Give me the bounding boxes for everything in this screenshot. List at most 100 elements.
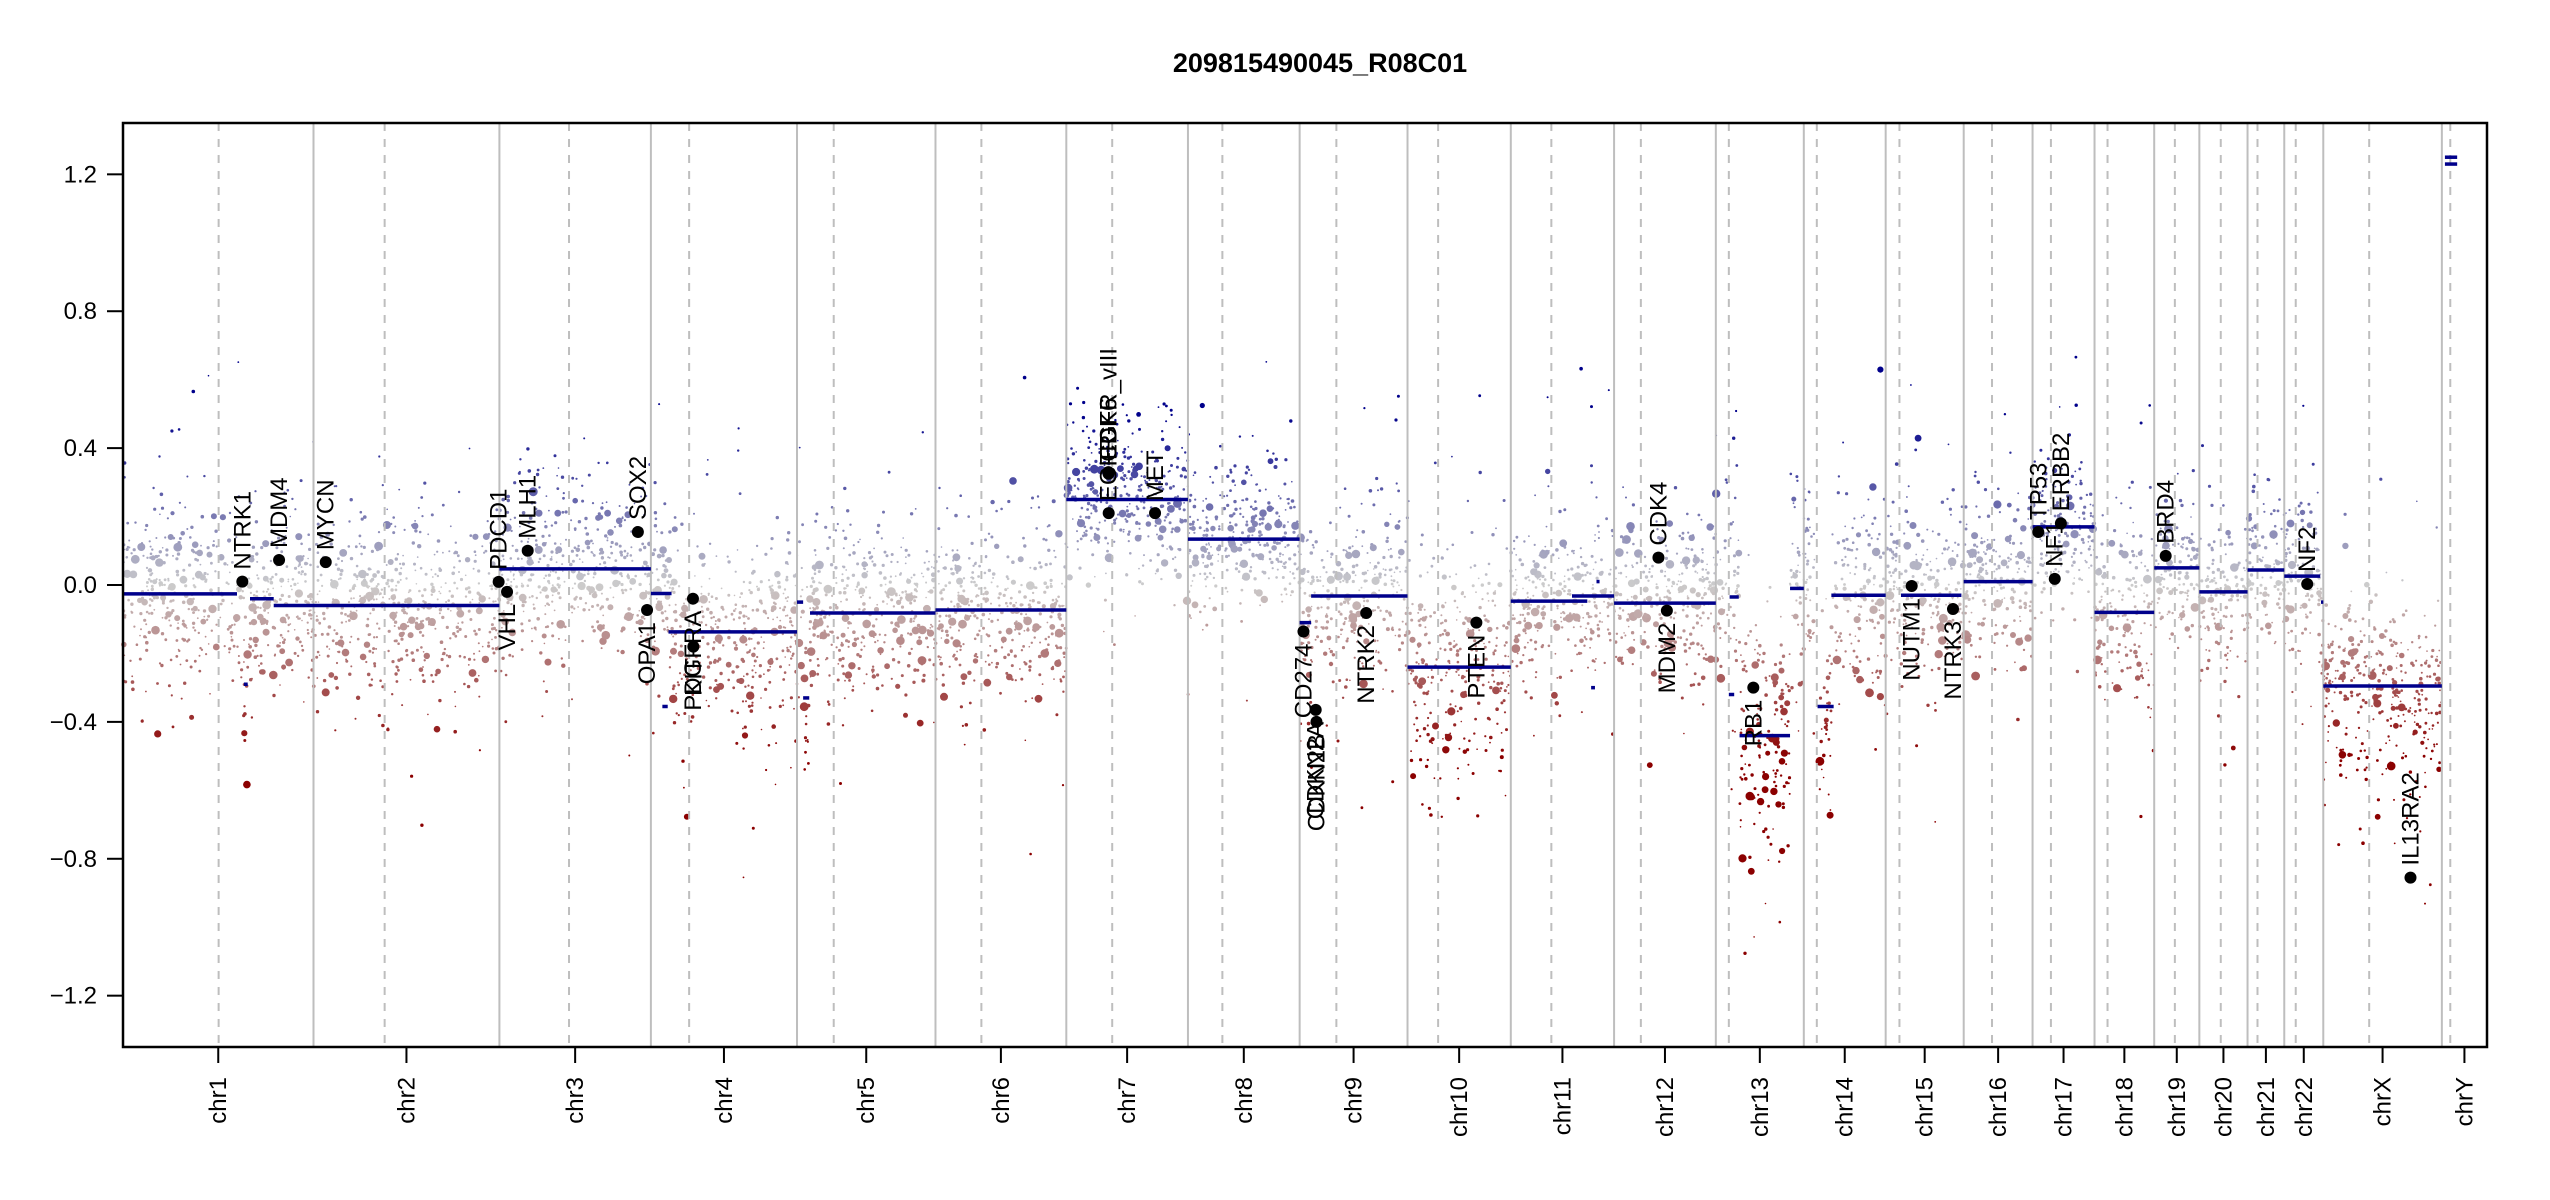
probe-point — [677, 683, 680, 687]
probe-point — [599, 606, 603, 610]
probe-point — [248, 556, 255, 563]
probe-point — [1643, 612, 1647, 617]
probe-point — [1701, 568, 1705, 571]
probe-point — [870, 709, 874, 713]
probe-point — [1076, 386, 1080, 390]
probe-point — [1756, 652, 1759, 655]
probe-point — [359, 595, 362, 597]
probe-point — [330, 579, 339, 589]
probe-point — [1068, 402, 1073, 406]
probe-point — [152, 486, 155, 490]
probe-point — [1369, 544, 1377, 552]
probe-point — [1166, 548, 1168, 550]
probe-point — [554, 521, 558, 525]
probe-point — [1046, 621, 1049, 624]
probe-point — [1348, 546, 1352, 550]
probe-point — [380, 574, 384, 579]
probe-point — [838, 657, 842, 662]
probe-point — [431, 585, 435, 590]
probe-point — [961, 724, 965, 728]
probe-point — [1558, 582, 1563, 586]
probe-point — [402, 554, 404, 557]
probe-point — [478, 674, 480, 677]
probe-point — [181, 600, 186, 605]
probe-point — [1087, 469, 1091, 472]
probe-point — [1790, 686, 1794, 690]
probe-point — [1572, 626, 1575, 629]
probe-point — [705, 699, 708, 702]
probe-point — [950, 600, 953, 603]
probe-point — [541, 715, 544, 718]
probe-point — [905, 556, 907, 558]
probe-point — [604, 534, 608, 538]
probe-point — [1900, 685, 1904, 688]
probe-point — [1827, 738, 1831, 741]
probe-point — [1355, 563, 1359, 567]
probe-point — [1845, 492, 1849, 496]
probe-point — [1106, 493, 1110, 497]
probe-point — [916, 586, 919, 588]
probe-point — [269, 559, 273, 563]
probe-point — [812, 606, 815, 609]
probe-point — [605, 501, 608, 504]
probe-point — [704, 623, 708, 627]
probe-point — [1203, 572, 1207, 576]
probe-point — [458, 571, 460, 573]
probe-point — [940, 546, 943, 548]
probe-point — [1270, 560, 1274, 565]
probe-point — [494, 636, 497, 639]
probe-point — [1349, 610, 1353, 614]
probe-point — [1418, 574, 1422, 578]
probe-point — [1255, 553, 1259, 557]
probe-point — [1378, 589, 1381, 592]
probe-point — [652, 731, 655, 735]
probe-point — [1296, 520, 1299, 523]
probe-point — [1279, 497, 1282, 500]
probe-point — [297, 565, 300, 568]
probe-point — [904, 562, 907, 565]
probe-point — [1076, 540, 1079, 543]
probe-point — [521, 511, 526, 515]
probe-point — [626, 552, 629, 555]
probe-point — [716, 659, 720, 663]
probe-point — [1239, 512, 1242, 516]
probe-point — [1156, 533, 1158, 536]
probe-point — [1044, 563, 1048, 567]
probe-point — [160, 632, 165, 636]
probe-point — [701, 635, 705, 640]
probe-point — [1633, 638, 1636, 641]
probe-point — [716, 683, 718, 686]
probe-point — [451, 571, 456, 576]
probe-point — [1894, 462, 1899, 466]
probe-point — [443, 647, 447, 651]
probe-point — [1522, 628, 1527, 633]
probe-point — [1418, 735, 1422, 738]
probe-point — [1241, 531, 1244, 535]
probe-point — [287, 580, 290, 583]
probe-point — [786, 600, 789, 602]
probe-point — [1088, 481, 1095, 488]
probe-point — [499, 669, 503, 673]
probe-point — [916, 639, 923, 646]
probe-point — [1022, 645, 1025, 648]
probe-point — [1094, 442, 1098, 446]
probe-point — [1865, 578, 1871, 584]
probe-point — [708, 601, 711, 603]
probe-point — [577, 581, 586, 591]
probe-point — [527, 537, 530, 540]
probe-point — [436, 550, 439, 553]
probe-point — [760, 636, 763, 638]
probe-point — [454, 705, 457, 708]
probe-point — [248, 621, 252, 625]
probe-point — [1000, 507, 1003, 511]
probe-point — [1844, 555, 1847, 559]
probe-point — [1358, 589, 1361, 592]
probe-point — [775, 742, 778, 745]
probe-point — [180, 697, 183, 700]
probe-point — [1772, 828, 1774, 830]
probe-point — [553, 609, 556, 612]
probe-point — [775, 596, 778, 599]
probe-point — [591, 592, 598, 599]
probe-point — [1311, 575, 1315, 579]
probe-point — [1314, 619, 1318, 623]
